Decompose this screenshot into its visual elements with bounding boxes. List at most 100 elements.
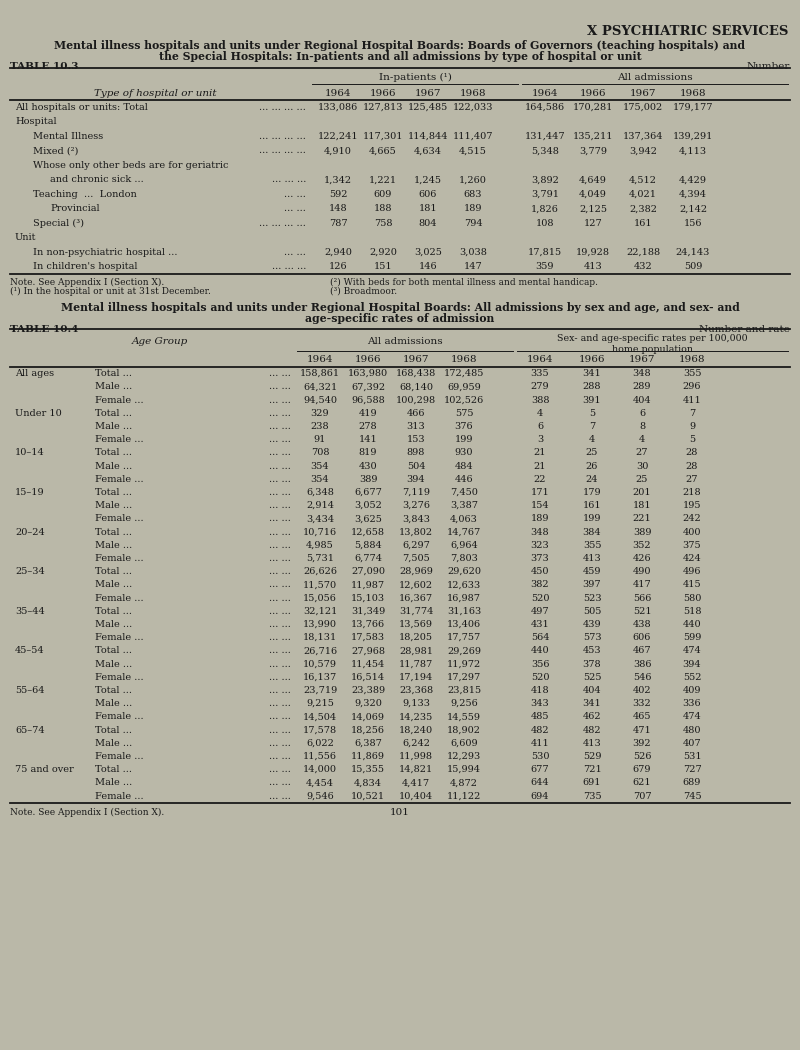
Text: 188: 188 (374, 205, 392, 213)
Text: 9,320: 9,320 (354, 699, 382, 708)
Text: 122,033: 122,033 (453, 103, 494, 111)
Text: ... ...: ... ... (269, 647, 291, 655)
Text: 4,429: 4,429 (679, 175, 707, 184)
Text: 9,133: 9,133 (402, 699, 430, 708)
Text: 15,056: 15,056 (303, 593, 337, 603)
Text: 4,113: 4,113 (679, 146, 707, 155)
Text: 125,485: 125,485 (408, 103, 448, 111)
Text: 218: 218 (682, 488, 702, 497)
Text: 5,731: 5,731 (306, 554, 334, 563)
Text: 400: 400 (682, 527, 702, 537)
Text: In-patients (¹): In-patients (¹) (378, 72, 451, 82)
Text: 474: 474 (682, 647, 702, 655)
Text: ... ... ... ...: ... ... ... ... (259, 146, 306, 155)
Text: 419: 419 (358, 408, 378, 418)
Text: 348: 348 (530, 527, 550, 537)
Text: 794: 794 (464, 218, 482, 228)
Text: 580: 580 (683, 593, 701, 603)
Text: 6,387: 6,387 (354, 739, 382, 748)
Text: 373: 373 (530, 554, 550, 563)
Text: 691: 691 (582, 778, 602, 788)
Text: 108: 108 (536, 218, 554, 228)
Text: 27,090: 27,090 (351, 567, 385, 576)
Text: ... ...: ... ... (269, 712, 291, 721)
Text: In non-psychiatric hospital ...: In non-psychiatric hospital ... (33, 248, 178, 257)
Text: 164,586: 164,586 (525, 103, 565, 111)
Text: 22,188: 22,188 (626, 248, 660, 257)
Text: 55–64: 55–64 (15, 686, 45, 695)
Text: 20–24: 20–24 (15, 527, 45, 537)
Text: 16,367: 16,367 (399, 593, 433, 603)
Text: 23,815: 23,815 (447, 686, 481, 695)
Text: 4,512: 4,512 (629, 175, 657, 184)
Text: 5,884: 5,884 (354, 541, 382, 550)
Text: Male ...: Male ... (95, 462, 132, 470)
Text: 199: 199 (582, 514, 602, 523)
Text: 189: 189 (464, 205, 482, 213)
Text: ... ... ... ...: ... ... ... ... (259, 218, 306, 228)
Text: 100,298: 100,298 (396, 396, 436, 404)
Text: 18,256: 18,256 (351, 726, 385, 735)
Text: All admissions: All admissions (367, 336, 443, 345)
Text: 708: 708 (310, 448, 330, 458)
Text: 7: 7 (589, 422, 595, 430)
Text: 179: 179 (582, 488, 602, 497)
Text: Total ...: Total ... (95, 448, 132, 458)
Text: 172,485: 172,485 (444, 370, 484, 378)
Text: 5: 5 (589, 408, 595, 418)
Text: ... ...: ... ... (269, 778, 291, 788)
Text: 482: 482 (530, 726, 550, 735)
Text: All hospitals or units: Total: All hospitals or units: Total (15, 103, 148, 111)
Text: 354: 354 (310, 475, 330, 484)
Text: Male ...: Male ... (95, 581, 132, 589)
Text: Female ...: Female ... (95, 673, 144, 681)
Text: 694: 694 (530, 792, 550, 800)
Text: 348: 348 (633, 370, 651, 378)
Text: 11,570: 11,570 (303, 581, 337, 589)
Text: 195: 195 (682, 501, 702, 510)
Text: 1967: 1967 (630, 88, 656, 98)
Text: 288: 288 (582, 382, 602, 392)
Text: 9,256: 9,256 (450, 699, 478, 708)
Text: 6,242: 6,242 (402, 739, 430, 748)
Text: 426: 426 (633, 554, 651, 563)
Text: 9: 9 (689, 422, 695, 430)
Text: 1,260: 1,260 (459, 175, 487, 184)
Text: 27,968: 27,968 (351, 647, 385, 655)
Text: 10,716: 10,716 (303, 527, 337, 537)
Text: 3,625: 3,625 (354, 514, 382, 523)
Text: 23,389: 23,389 (351, 686, 385, 695)
Text: 15–19: 15–19 (15, 488, 45, 497)
Text: 13,766: 13,766 (351, 620, 385, 629)
Text: 336: 336 (682, 699, 702, 708)
Text: 13,569: 13,569 (399, 620, 433, 629)
Text: ... ...: ... ... (269, 581, 291, 589)
Text: 147: 147 (464, 262, 482, 271)
Text: 141: 141 (358, 435, 378, 444)
Text: ... ...: ... ... (269, 752, 291, 761)
Text: 45–54: 45–54 (15, 647, 45, 655)
Text: 575: 575 (454, 408, 474, 418)
Text: 411: 411 (530, 739, 550, 748)
Text: Female ...: Female ... (95, 554, 144, 563)
Text: 520: 520 (530, 593, 550, 603)
Text: 6,297: 6,297 (402, 541, 430, 550)
Text: ... ...: ... ... (269, 541, 291, 550)
Text: 394: 394 (682, 659, 702, 669)
Text: (¹) In the hospital or unit at 31st December.: (¹) In the hospital or unit at 31st Dece… (10, 287, 211, 296)
Text: 4,985: 4,985 (306, 541, 334, 550)
Text: 181: 181 (633, 501, 651, 510)
Text: 11,987: 11,987 (351, 581, 385, 589)
Text: Total ...: Total ... (95, 527, 132, 537)
Text: 131,447: 131,447 (525, 131, 566, 141)
Text: 352: 352 (633, 541, 651, 550)
Text: ... ...: ... ... (269, 593, 291, 603)
Text: 343: 343 (530, 699, 550, 708)
Text: 727: 727 (682, 765, 702, 774)
Text: 462: 462 (582, 712, 602, 721)
Text: 592: 592 (329, 190, 347, 198)
Text: 154: 154 (530, 501, 550, 510)
Text: 14,559: 14,559 (447, 712, 481, 721)
Text: ... ...: ... ... (284, 190, 306, 198)
Text: 65–74: 65–74 (15, 726, 45, 735)
